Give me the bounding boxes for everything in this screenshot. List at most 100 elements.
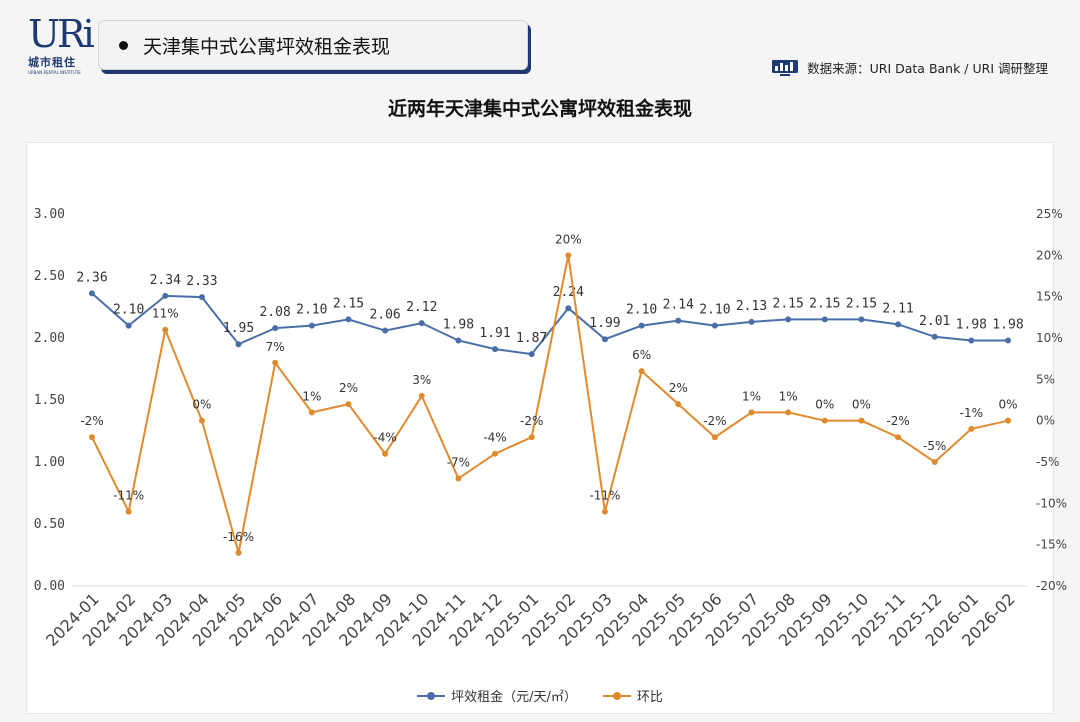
- mom-data-label: -2%: [886, 414, 909, 428]
- rent-data-label: 1.98: [956, 317, 987, 332]
- mom-data-label: -11%: [113, 489, 144, 503]
- rent-data-label: 2.15: [773, 296, 804, 311]
- mom-data-label: 3%: [412, 373, 431, 387]
- rent-point: [858, 316, 865, 323]
- rent-point: [711, 322, 718, 329]
- mom-data-label: 2%: [339, 381, 358, 395]
- rent-point: [638, 322, 645, 329]
- mom-data-label: 20%: [555, 232, 582, 246]
- rent-data-label: 2.15: [809, 296, 840, 311]
- right-axis-tick-label: 10%: [1036, 331, 1063, 345]
- rent-data-label: 2.10: [699, 303, 730, 318]
- mom-data-label: -2%: [520, 414, 543, 428]
- right-axis-tick-label: 5%: [1036, 372, 1055, 386]
- mom-data-label: -7%: [447, 456, 470, 470]
- legend-swatch-mom: [602, 691, 631, 700]
- mom-point: [455, 475, 462, 482]
- rent-data-label: 1.98: [443, 317, 474, 332]
- mom-data-label: 0%: [192, 398, 211, 412]
- mom-data-label: -16%: [223, 530, 254, 544]
- rent-point: [418, 320, 425, 327]
- rent-point: [272, 325, 279, 332]
- left-axis-tick-label: 0.00: [34, 579, 65, 594]
- mom-data-label: 1%: [779, 389, 798, 403]
- legend-item-rent: 坪效租金（元/天/㎡）: [417, 686, 577, 705]
- data-source: 数据来源：URI Data Bank / URI 调研整理: [771, 58, 1048, 77]
- mom-point: [345, 401, 352, 408]
- mom-data-label: 1%: [742, 389, 761, 403]
- mom-point: [382, 450, 389, 457]
- rent-point: [821, 316, 828, 323]
- mom-data-label: -5%: [923, 439, 946, 453]
- rent-point: [1005, 337, 1011, 344]
- mom-point: [418, 392, 425, 399]
- right-axis-tick-label: 0%: [1036, 414, 1055, 428]
- mom-point: [748, 409, 755, 416]
- mom-data-label: 6%: [632, 348, 651, 362]
- rent-data-label: 2.08: [260, 305, 291, 320]
- rent-point: [968, 337, 975, 344]
- mom-data-label: 7%: [266, 340, 285, 354]
- rent-data-label: 2.34: [150, 273, 181, 288]
- mom-data-label: -1%: [960, 406, 983, 420]
- left-axis-tick-label: 1.00: [34, 455, 65, 470]
- rent-data-label: 2.01: [919, 314, 950, 329]
- banner-title: 天津集中式公寓坪效租金表现: [143, 36, 391, 58]
- rent-data-label: 2.36: [76, 270, 107, 285]
- right-axis-tick-label: -20%: [1036, 579, 1067, 593]
- mom-point: [308, 409, 315, 416]
- mom-point: [638, 368, 645, 375]
- right-axis-tick-label: -10%: [1036, 496, 1067, 510]
- mom-data-label: 0%: [998, 398, 1017, 412]
- left-axis-tick-label: 2.50: [34, 269, 65, 284]
- right-axis-tick-label: 15%: [1036, 290, 1063, 304]
- rent-data-label: 2.15: [846, 296, 877, 311]
- mom-data-label: -2%: [703, 414, 726, 428]
- chart-title: 近两年天津集中式公寓坪效租金表现: [387, 98, 692, 120]
- rent-point: [785, 316, 792, 323]
- mom-point: [1005, 417, 1011, 424]
- mom-data-label: 1%: [302, 389, 321, 403]
- rent-point: [198, 294, 205, 301]
- rent-data-label: 1.91: [479, 326, 510, 341]
- rent-point: [125, 322, 132, 329]
- mom-point: [198, 417, 205, 424]
- section-banner: 天津集中式公寓坪效租金表现: [98, 20, 528, 70]
- mom-data-label: -4%: [373, 431, 396, 445]
- right-axis-tick-label: 25%: [1036, 207, 1063, 221]
- mom-point: [785, 409, 792, 416]
- mom-point: [492, 450, 499, 457]
- rent-data-label: 2.10: [113, 303, 144, 318]
- mom-point: [968, 425, 975, 432]
- rent-point: [382, 327, 389, 334]
- rent-point: [528, 351, 535, 358]
- right-axis-tick-label: -15%: [1036, 538, 1067, 552]
- rent-data-label: 2.12: [406, 300, 437, 315]
- series-line-rent: [91, 292, 1008, 356]
- chart-legend: 坪效租金（元/天/㎡） 环比: [0, 686, 1080, 705]
- left-axis-tick-label: 2.00: [34, 331, 65, 346]
- rent-data-label: 2.11: [882, 301, 913, 316]
- rent-point: [601, 336, 608, 343]
- left-axis-tick-label: 0.50: [34, 517, 65, 532]
- rent-data-label: 1.95: [223, 321, 254, 336]
- mom-data-label: 0%: [815, 398, 834, 412]
- rent-point: [235, 341, 242, 348]
- uri-logo: URi 城市租住 URBAN RENTAL INSTITUTE: [28, 14, 95, 75]
- legend-label-rent: 坪效租金（元/天/㎡）: [451, 690, 577, 705]
- mom-point: [675, 401, 682, 408]
- logo-tagline: URBAN RENTAL INSTITUTE: [28, 70, 81, 75]
- legend-label-mom: 环比: [636, 690, 663, 705]
- left-axis-tick-label: 1.50: [34, 393, 65, 408]
- rent-data-label: 2.10: [626, 303, 657, 318]
- mom-point: [895, 434, 902, 441]
- mom-data-label: 11%: [152, 307, 179, 321]
- legend-item-mom: 环比: [602, 686, 663, 705]
- rent-point: [89, 290, 95, 297]
- mom-point: [162, 326, 169, 333]
- mom-point: [931, 459, 938, 465]
- rent-point: [162, 292, 169, 299]
- rent-data-label: 2.14: [663, 298, 694, 313]
- mom-point: [89, 434, 95, 441]
